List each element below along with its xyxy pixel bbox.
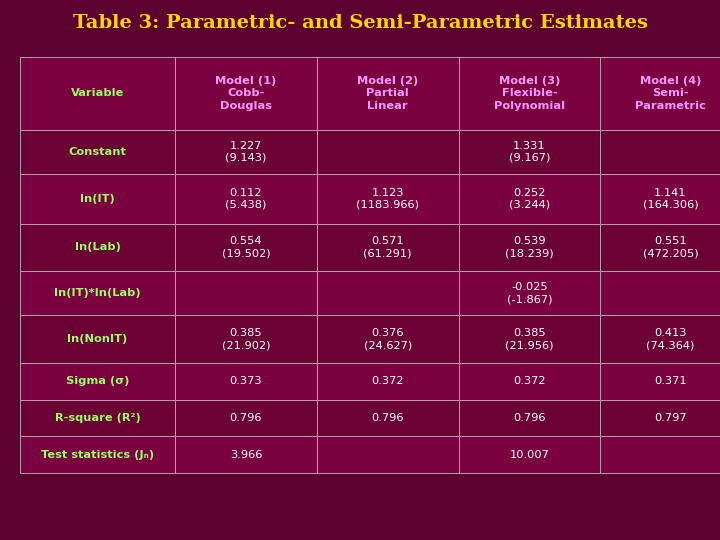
Bar: [20, 271, 175, 315]
Bar: [600, 400, 720, 436]
Bar: [459, 436, 600, 473]
Bar: [459, 400, 600, 436]
Bar: [317, 271, 459, 315]
Text: Sigma (σ): Sigma (σ): [66, 376, 130, 386]
Text: -0.025
(-1.867): -0.025 (-1.867): [507, 282, 552, 305]
Bar: [459, 224, 600, 271]
Bar: [317, 174, 459, 224]
Text: Model (4)
Semi-
Parametric: Model (4) Semi- Parametric: [635, 76, 706, 111]
Bar: [20, 224, 175, 271]
Bar: [317, 130, 459, 174]
Text: 1.123
(1183.966): 1.123 (1183.966): [356, 187, 419, 210]
Text: 0.372: 0.372: [372, 376, 404, 386]
Text: ln(Lab): ln(Lab): [75, 242, 120, 252]
Text: 1.331
(9.167): 1.331 (9.167): [509, 140, 550, 163]
Text: 0.385
(21.956): 0.385 (21.956): [505, 328, 554, 350]
Text: Model (3)
Flexible-
Polynomial: Model (3) Flexible- Polynomial: [494, 76, 565, 111]
Bar: [459, 57, 600, 130]
Bar: [600, 224, 720, 271]
Bar: [459, 271, 600, 315]
Bar: [317, 224, 459, 271]
Bar: [20, 57, 175, 130]
Text: ln(NonIT): ln(NonIT): [68, 334, 127, 344]
Bar: [600, 315, 720, 363]
Text: 0.112
(5.438): 0.112 (5.438): [225, 187, 266, 210]
Bar: [20, 436, 175, 473]
Text: 0.371: 0.371: [654, 376, 687, 386]
Text: 0.539
(18.239): 0.539 (18.239): [505, 236, 554, 259]
Bar: [175, 130, 317, 174]
Text: R-square (R²): R-square (R²): [55, 413, 140, 423]
Bar: [20, 400, 175, 436]
Bar: [317, 363, 459, 400]
Bar: [600, 363, 720, 400]
Bar: [175, 224, 317, 271]
Bar: [175, 57, 317, 130]
Bar: [459, 363, 600, 400]
Bar: [317, 315, 459, 363]
Bar: [600, 174, 720, 224]
Bar: [459, 174, 600, 224]
Bar: [20, 130, 175, 174]
Text: Variable: Variable: [71, 88, 125, 98]
Text: Test statistics (Jₙ): Test statistics (Jₙ): [41, 450, 154, 460]
Bar: [20, 174, 175, 224]
Bar: [20, 315, 175, 363]
Bar: [317, 400, 459, 436]
Bar: [600, 271, 720, 315]
Text: 0.797: 0.797: [654, 413, 687, 423]
Bar: [459, 130, 600, 174]
Bar: [175, 315, 317, 363]
Text: 0.413
(74.364): 0.413 (74.364): [646, 328, 695, 350]
Text: 0.385
(21.902): 0.385 (21.902): [222, 328, 270, 350]
Text: 0.376
(24.627): 0.376 (24.627): [364, 328, 412, 350]
Text: ln(IT)*ln(Lab): ln(IT)*ln(Lab): [54, 288, 141, 298]
Text: 0.571
(61.291): 0.571 (61.291): [364, 236, 412, 259]
Text: 10.007: 10.007: [510, 450, 549, 460]
Text: 0.373: 0.373: [230, 376, 262, 386]
Text: Model (1)
Cobb-
Douglas: Model (1) Cobb- Douglas: [215, 76, 276, 111]
Bar: [175, 271, 317, 315]
Text: 0.796: 0.796: [372, 413, 404, 423]
Text: 0.372: 0.372: [513, 376, 546, 386]
Bar: [175, 400, 317, 436]
Bar: [175, 436, 317, 473]
Text: 1.141
(164.306): 1.141 (164.306): [642, 187, 698, 210]
Text: ln(IT): ln(IT): [80, 194, 115, 204]
Bar: [175, 174, 317, 224]
Text: 0.551
(472.205): 0.551 (472.205): [642, 236, 698, 259]
Text: 1.227
(9.143): 1.227 (9.143): [225, 140, 266, 163]
Bar: [459, 315, 600, 363]
Bar: [600, 130, 720, 174]
Bar: [600, 436, 720, 473]
Bar: [20, 363, 175, 400]
Text: 3.966: 3.966: [230, 450, 262, 460]
Bar: [317, 57, 459, 130]
Text: Table 3: Parametric- and Semi-Parametric Estimates: Table 3: Parametric- and Semi-Parametric…: [73, 14, 647, 32]
Bar: [317, 436, 459, 473]
Text: 0.796: 0.796: [513, 413, 546, 423]
Bar: [175, 363, 317, 400]
Text: Constant: Constant: [68, 147, 127, 157]
Text: Model (2)
Partial
Linear: Model (2) Partial Linear: [357, 76, 418, 111]
Text: 0.554
(19.502): 0.554 (19.502): [222, 236, 270, 259]
Text: 0.252
(3.244): 0.252 (3.244): [509, 187, 550, 210]
Bar: [600, 57, 720, 130]
Text: 0.796: 0.796: [230, 413, 262, 423]
